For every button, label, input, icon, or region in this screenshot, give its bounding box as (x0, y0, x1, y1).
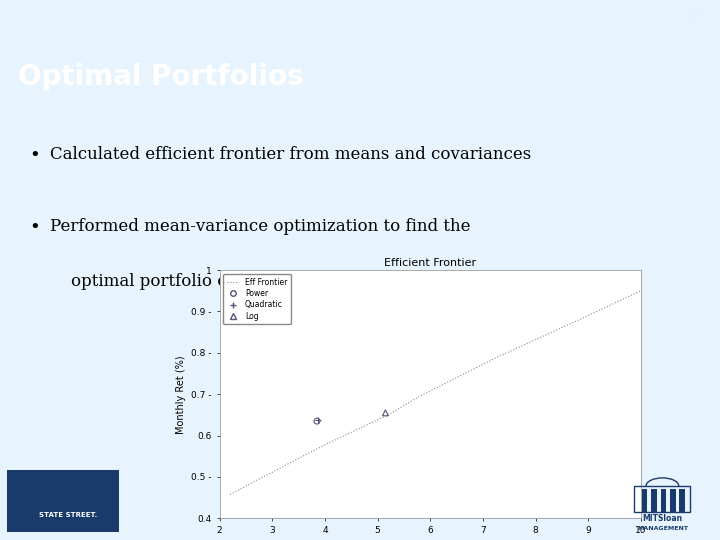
Text: Calculated efficient frontier from means and covariances: Calculated efficient frontier from means… (50, 146, 531, 163)
Bar (642, 489, 647, 512)
Eff Frontier (636, 287, 645, 294)
Bar (651, 489, 657, 512)
Eff Frontier (279, 463, 287, 470)
Eff Frontier (252, 477, 261, 483)
Power (311, 417, 323, 426)
Eff Frontier (584, 312, 593, 319)
Text: Performed mean-variance optimization to find the: Performed mean-variance optimization to … (50, 218, 471, 235)
Eff Frontier (384, 411, 392, 418)
Text: •: • (29, 218, 40, 236)
Eff Frontier (357, 424, 366, 430)
Eff Frontier (489, 356, 498, 362)
Text: MANAGEMENT: MANAGEMENT (637, 525, 688, 531)
Bar (670, 489, 675, 512)
Eff Frontier (242, 483, 251, 489)
Eff Frontier (312, 446, 321, 452)
Eff Frontier (294, 455, 303, 462)
Text: STATE STREET.: STATE STREET. (40, 511, 98, 517)
Eff Frontier (234, 487, 243, 494)
Text: MITSloan: MITSloan (642, 514, 683, 523)
Text: •: • (29, 146, 40, 164)
Eff Frontier (452, 374, 461, 381)
Eff Frontier (226, 491, 235, 498)
Legend: Eff Frontier, Power, Quadratic, Log: Eff Frontier, Power, Quadratic, Log (223, 274, 291, 325)
Eff Frontier (331, 436, 340, 443)
Eff Frontier (415, 393, 424, 400)
Bar (660, 489, 666, 512)
Bar (679, 489, 685, 512)
Text: optimal portfolio on efficient frontier for each utility: optimal portfolio on efficient frontier … (50, 273, 511, 290)
Title: Efficient Frontier: Efficient Frontier (384, 258, 476, 268)
Bar (634, 486, 690, 512)
Eff Frontier (265, 470, 274, 477)
Y-axis label: Monthly Ret (%): Monthly Ret (%) (176, 355, 186, 434)
Eff Frontier (531, 336, 540, 343)
Line: Eff Frontier: Eff Frontier (230, 291, 641, 495)
Text: Optimal Portfolios: Optimal Portfolios (18, 63, 304, 91)
Text: 14: 14 (684, 9, 702, 23)
Quadratic (312, 416, 324, 424)
Log (379, 408, 391, 417)
